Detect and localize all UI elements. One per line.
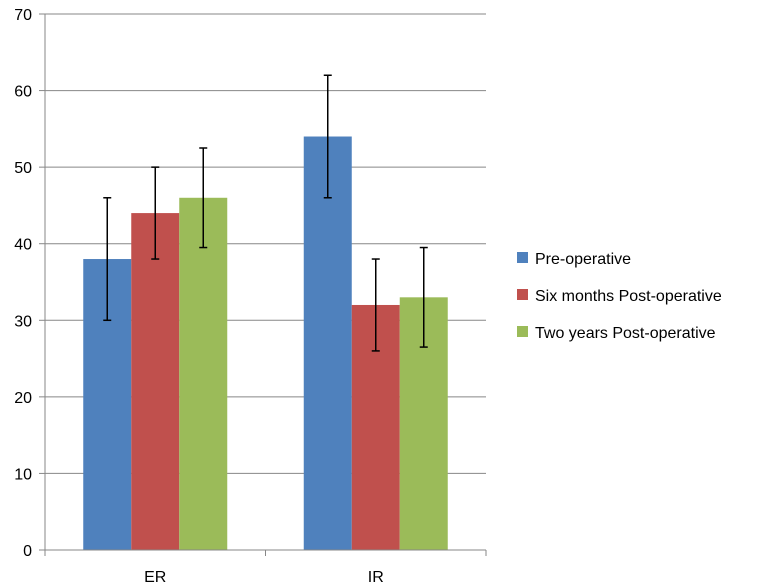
- x-tick-label: IR: [368, 569, 384, 586]
- y-tick-label: 60: [14, 84, 32, 101]
- bar: [179, 197, 228, 550]
- y-tick-label: 10: [14, 466, 32, 483]
- legend-label: Pre-operative: [535, 251, 631, 268]
- y-tick-label: 0: [23, 543, 32, 560]
- legend-label: Two years Post-operative: [535, 325, 716, 342]
- legend: Pre-operative Six months Post-operative Tw…: [517, 251, 722, 342]
- y-tick-label: 70: [14, 7, 32, 24]
- legend-label: Six months Post-operative: [535, 288, 722, 305]
- legend-swatch: [517, 289, 528, 300]
- bar: [131, 213, 180, 551]
- x-tick-label: ER: [144, 569, 166, 586]
- y-tick-label: 40: [14, 237, 32, 254]
- axes: 0 10 20 30 40 50 60 70 ER IR: [14, 7, 487, 586]
- error-bars: [103, 74, 428, 352]
- legend-swatch: [517, 252, 528, 263]
- legend-swatch: [517, 326, 528, 337]
- y-tick-label: 20: [14, 390, 32, 407]
- y-tick-label: 50: [14, 160, 32, 177]
- y-tick-label: 30: [14, 313, 32, 330]
- bars: [83, 136, 448, 551]
- bar: [303, 136, 352, 550]
